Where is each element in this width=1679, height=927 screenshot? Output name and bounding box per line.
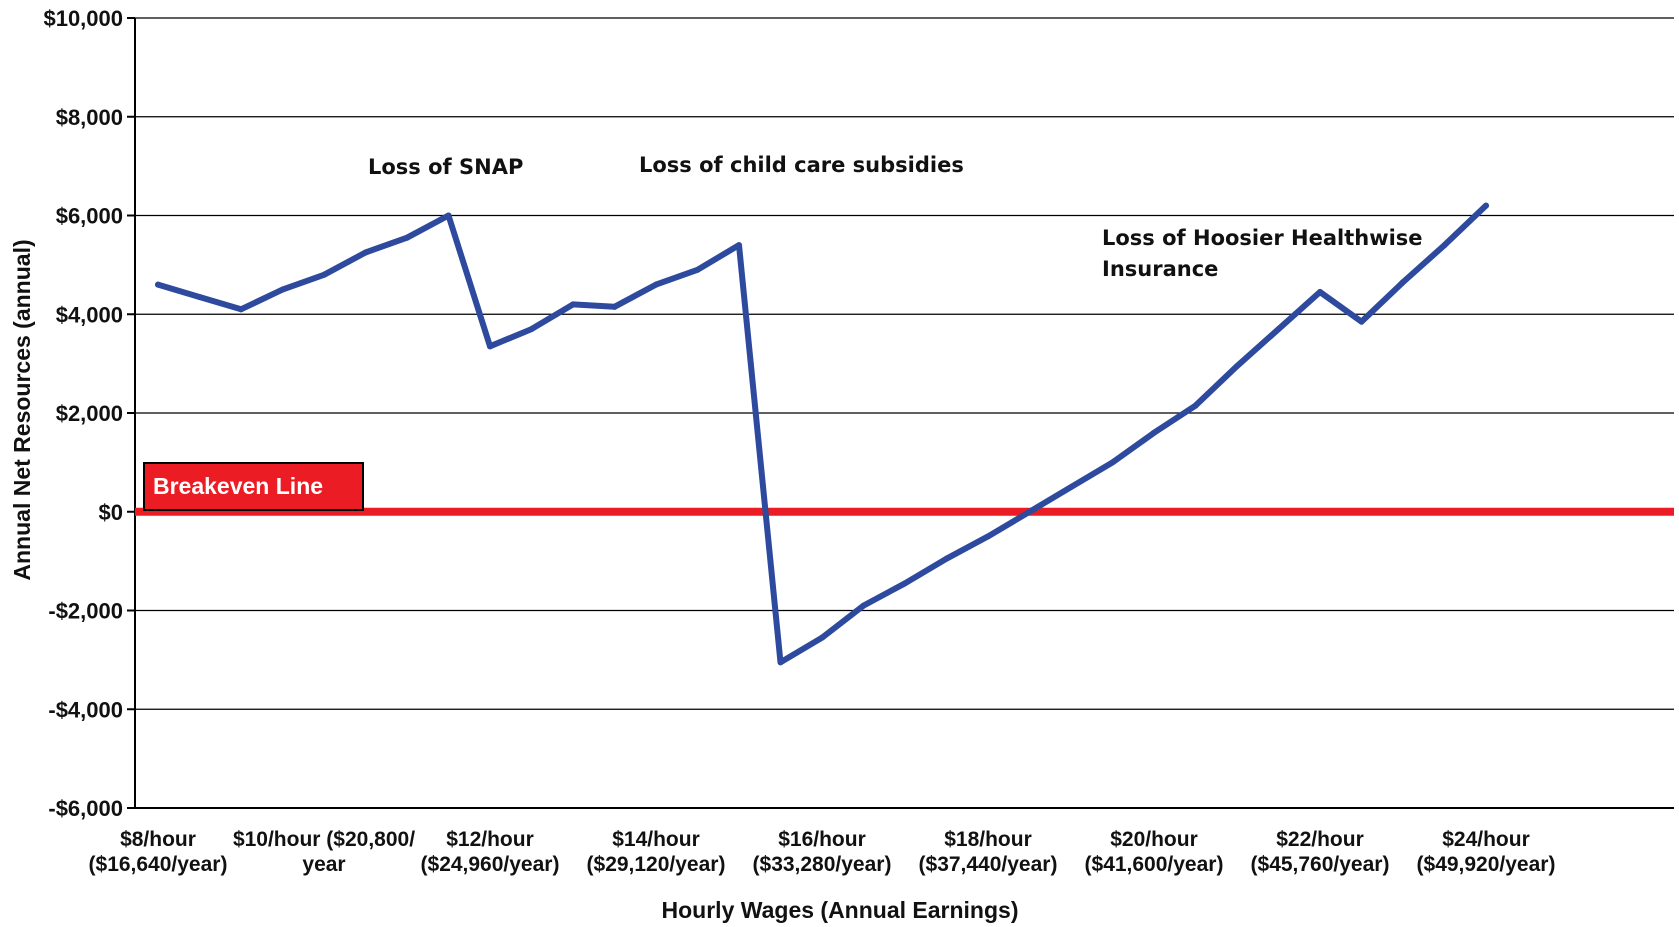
x-tick-label-line2: ($16,640/year): [89, 853, 228, 876]
data-point: [1358, 318, 1365, 325]
x-tick-label-line2: ($41,600/year): [1085, 853, 1224, 876]
breakeven-label: Breakeven Line: [153, 473, 323, 499]
series-line-net-resources: [155, 202, 1489, 666]
x-tick-label-line1: $22/hour: [1276, 828, 1364, 851]
data-point: [238, 306, 244, 313]
data-point: [943, 555, 950, 562]
x-axis-title: Hourly Wages (Annual Earnings): [662, 897, 1019, 923]
data-point: [362, 249, 369, 256]
data-point: [777, 659, 784, 666]
x-tick-label-line1: $24/hour: [1442, 828, 1530, 851]
x-tick-label-line1: $18/hour: [944, 828, 1032, 851]
data-point: [1275, 326, 1282, 333]
data-point: [155, 281, 161, 288]
data-point: [1026, 508, 1033, 515]
x-tick-label-line1: $10/hour ($20,800/: [233, 828, 415, 851]
x-tick-label-line1: $16/hour: [778, 828, 866, 851]
data-point: [445, 212, 452, 219]
data-point: [1400, 279, 1406, 286]
data-point: [1483, 202, 1489, 209]
data-point: [1234, 363, 1240, 370]
x-tick-label-line1: $14/hour: [612, 828, 700, 851]
breakeven-legend: Breakeven Line: [143, 462, 364, 511]
data-point: [528, 326, 535, 333]
annotation-loss-of-hoosier-healthwise-line1: Loss of Hoosier Healthwise: [1102, 226, 1423, 250]
y-tick-label: $10,000: [43, 6, 123, 31]
y-axis-tick-labels: $10,000 $8,000 $6,000 $4,000 $2,000 $0 -$2,000…: [43, 6, 135, 821]
data-point: [611, 303, 618, 310]
x-axis-tick-labels: $8/hour($16,640/year)$10/hour ($20,800/y…: [89, 828, 1556, 876]
data-point: [570, 301, 576, 308]
x-tick-label-line2: ($49,920/year): [1417, 853, 1556, 876]
y-tick-label: $6,000: [56, 204, 123, 229]
x-tick-label-line2: ($37,440/year): [919, 853, 1058, 876]
x-tick-label-line1: $12/hour: [446, 828, 534, 851]
data-point: [404, 234, 410, 241]
data-point: [694, 266, 701, 273]
y-axis-title: Annual Net Resources (annual): [9, 239, 35, 580]
data-point: [1192, 402, 1199, 409]
x-tick-label-line1: $8/hour: [120, 828, 196, 851]
annotation-loss-of-child-care-subsidies: Loss of child care subsidies: [639, 153, 964, 177]
x-tick-label-line2: ($45,760/year): [1251, 853, 1390, 876]
data-point: [196, 293, 203, 300]
y-tick-label: $2,000: [56, 401, 123, 426]
data-point: [1109, 459, 1116, 466]
data-point: [1151, 429, 1157, 436]
y-tick-label: $8,000: [56, 105, 123, 130]
y-tick-label: $0: [99, 500, 123, 525]
data-point: [819, 634, 825, 641]
x-tick-label-line2: ($29,120/year): [587, 853, 726, 876]
x-tick-label-line2: ($24,960/year): [421, 853, 560, 876]
breakeven-label-box: [143, 462, 364, 511]
data-point: [902, 580, 908, 587]
data-point: [860, 602, 867, 609]
data-point: [1068, 484, 1074, 491]
data-point: [1317, 289, 1323, 296]
y-tick-label: -$2,000: [48, 599, 123, 624]
data-point: [321, 271, 327, 278]
data-point: [653, 281, 659, 288]
data-point: [279, 286, 286, 293]
annotation-loss-of-snap: Loss of SNAP: [368, 155, 523, 179]
data-point: [487, 343, 493, 350]
annotation-loss-of-hoosier-healthwise-line2: Insurance: [1102, 257, 1218, 281]
y-tick-label: -$6,000: [48, 796, 123, 821]
x-tick-label-line2: year: [302, 853, 345, 876]
x-tick-label-line1: $20/hour: [1110, 828, 1198, 851]
data-point: [1441, 242, 1448, 249]
gridlines: [135, 17, 1674, 809]
y-tick-label: $4,000: [56, 302, 123, 327]
y-tick-label: -$4,000: [48, 697, 123, 722]
data-points: [155, 202, 1489, 666]
x-tick-label-line2: ($33,280/year): [753, 853, 892, 876]
data-point: [736, 242, 742, 249]
data-point: [985, 533, 991, 540]
